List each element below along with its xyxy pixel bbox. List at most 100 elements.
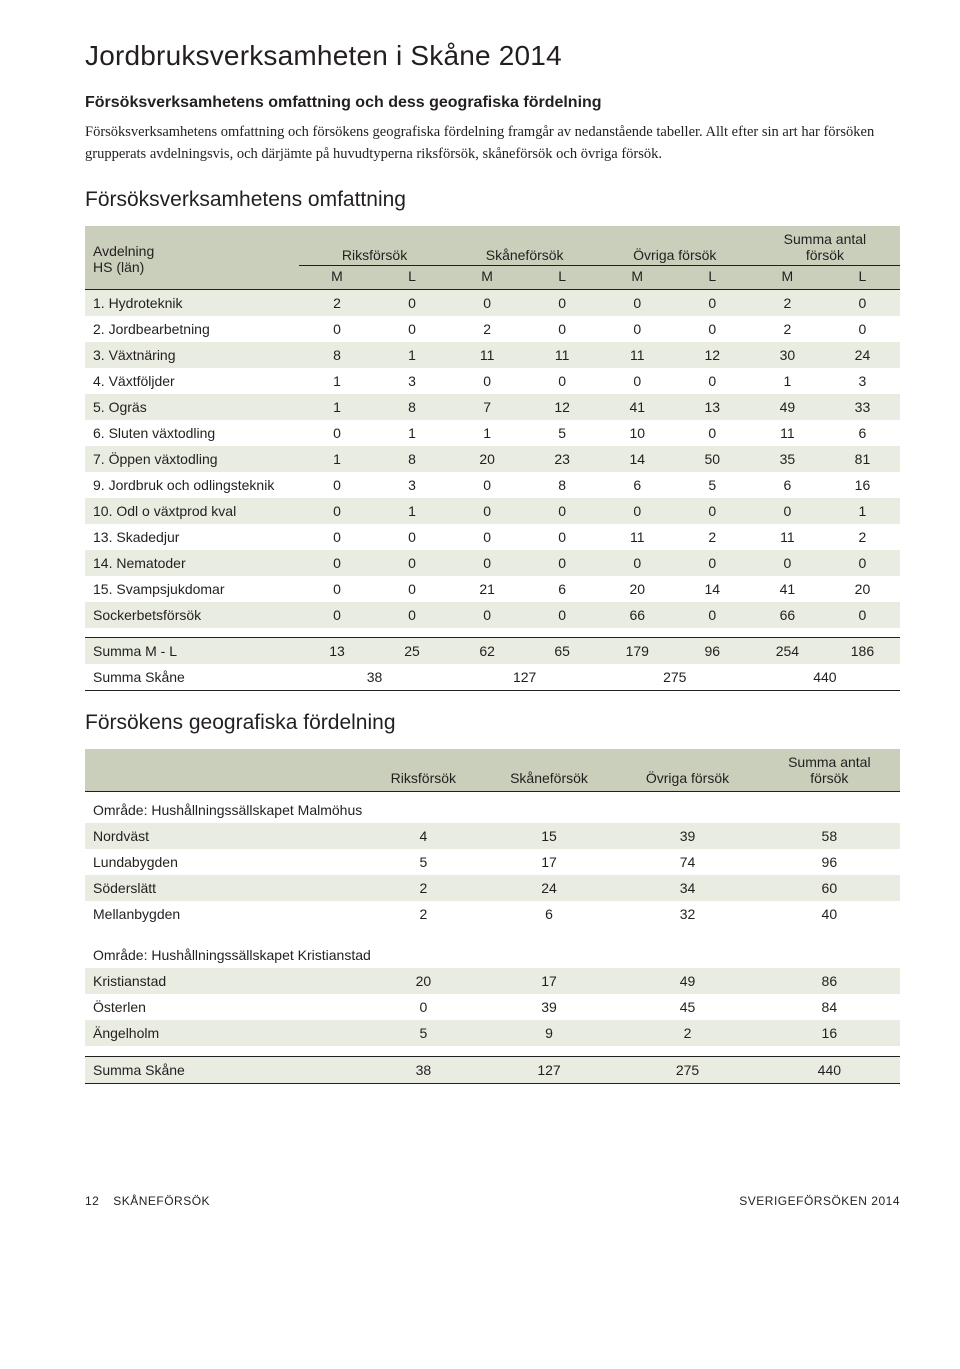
col-sub: M: [450, 265, 525, 289]
cell-value: 0: [299, 602, 374, 628]
cell-value: 11: [600, 524, 675, 550]
cell-value: 179: [600, 638, 675, 665]
summary-row: Summa M - L1325626517996254186: [85, 638, 900, 665]
col-header: Summa antalförsök: [759, 749, 900, 792]
cell-value: 1: [750, 368, 825, 394]
cell-value: 0: [375, 316, 450, 342]
cell-value: 10: [600, 420, 675, 446]
cell-value: 127: [450, 664, 600, 691]
cell-value: 0: [675, 602, 750, 628]
cell-value: 86: [759, 968, 900, 994]
cell-value: 7: [450, 394, 525, 420]
cell-value: 0: [299, 498, 374, 524]
col-sub: L: [825, 265, 900, 289]
table-row: Mellanbygden263240: [85, 901, 900, 927]
cell-value: 0: [375, 576, 450, 602]
cell-value: 0: [825, 550, 900, 576]
table-row: 7. Öppen växtodling18202314503581: [85, 446, 900, 472]
cell-value: 2: [750, 316, 825, 342]
col-header: Övriga försök: [616, 749, 758, 792]
footer-right: SVERIGEFÖRSÖKEN 2014: [739, 1194, 900, 1208]
summary-label: Summa Skåne: [85, 664, 299, 691]
cell-value: 3: [375, 368, 450, 394]
cell-value: 1: [375, 498, 450, 524]
cell-value: 5: [365, 849, 482, 875]
cell-value: 24: [825, 342, 900, 368]
cell-value: 6: [482, 901, 617, 927]
page-number: 12: [85, 1194, 99, 1208]
cell-value: 39: [616, 823, 758, 849]
cell-value: 0: [450, 550, 525, 576]
cell-value: 254: [750, 638, 825, 665]
cell-value: 0: [450, 524, 525, 550]
table-omfattning: Avdelning HS (län) Riksförsök Skåneförsö…: [85, 226, 900, 692]
cell-value: 440: [750, 664, 900, 691]
table-row: Sockerbetsförsök0000660660: [85, 602, 900, 628]
col-group-ovriga: Övriga försök: [600, 226, 750, 266]
cell-value: 0: [600, 498, 675, 524]
col-header: Riksförsök: [365, 749, 482, 792]
table-row: 10. Odl o växtprod kval01000001: [85, 498, 900, 524]
table-row: 9. Jordbruk och odlingsteknik030865616: [85, 472, 900, 498]
cell-value: 60: [759, 875, 900, 901]
cell-value: 0: [299, 524, 374, 550]
subtitle: Försöksverksamhetens omfattning och dess…: [85, 94, 900, 112]
cell-value: 6: [825, 420, 900, 446]
cell-value: 0: [525, 602, 600, 628]
row-label: Sockerbetsförsök: [85, 602, 299, 628]
row-label: 1. Hydroteknik: [85, 289, 299, 316]
cell-value: 13: [299, 638, 374, 665]
cell-value: 38: [299, 664, 449, 691]
cell-value: 2: [675, 524, 750, 550]
section2-title: Försökens geografiska fördelning: [85, 711, 900, 735]
cell-value: 0: [525, 524, 600, 550]
cell-value: 0: [299, 472, 374, 498]
page-footer: 12 SKÅNEFÖRSÖK SVERIGEFÖRSÖKEN 2014: [85, 1194, 900, 1208]
cell-value: 20: [825, 576, 900, 602]
summary-label: Summa Skåne: [85, 1056, 365, 1083]
row-label: 15. Svampsjukdomar: [85, 576, 299, 602]
cell-value: 0: [675, 289, 750, 316]
cell-value: 5: [675, 472, 750, 498]
cell-value: 0: [450, 289, 525, 316]
cell-value: 127: [482, 1056, 617, 1083]
cell-value: 45: [616, 994, 758, 1020]
cell-value: 0: [525, 316, 600, 342]
col-header-hs: HS (län): [93, 259, 144, 275]
intro-paragraph: Försöksverksamhetens omfattning och förs…: [85, 122, 895, 166]
row-label: 9. Jordbruk och odlingsteknik: [85, 472, 299, 498]
cell-value: 84: [759, 994, 900, 1020]
cell-value: 1: [299, 368, 374, 394]
col-group-riks: Riksförsök: [299, 226, 449, 266]
cell-value: 50: [675, 446, 750, 472]
col-header-avdelning: Avdelning: [93, 243, 154, 259]
cell-value: 25: [375, 638, 450, 665]
cell-value: 81: [825, 446, 900, 472]
cell-value: 11: [525, 342, 600, 368]
row-label: 7. Öppen växtodling: [85, 446, 299, 472]
cell-value: 15: [482, 823, 617, 849]
cell-value: 8: [299, 342, 374, 368]
col-group-skane: Skåneförsök: [450, 226, 600, 266]
cell-value: 8: [525, 472, 600, 498]
cell-value: 20: [600, 576, 675, 602]
cell-value: 58: [759, 823, 900, 849]
cell-value: 14: [600, 446, 675, 472]
cell-value: 0: [675, 550, 750, 576]
cell-value: 17: [482, 849, 617, 875]
cell-value: 96: [759, 849, 900, 875]
cell-value: 66: [600, 602, 675, 628]
table-row: Ängelholm59216: [85, 1020, 900, 1046]
table-row: Kristianstad20174986: [85, 968, 900, 994]
row-label: Mellanbygden: [85, 901, 365, 927]
cell-value: 49: [750, 394, 825, 420]
cell-value: 0: [525, 368, 600, 394]
row-label: Kristianstad: [85, 968, 365, 994]
cell-value: 49: [616, 968, 758, 994]
cell-value: 0: [525, 289, 600, 316]
cell-value: 1: [299, 446, 374, 472]
cell-value: 0: [375, 602, 450, 628]
table-row: 15. Svampsjukdomar0021620144120: [85, 576, 900, 602]
cell-value: 74: [616, 849, 758, 875]
row-label: 13. Skadedjur: [85, 524, 299, 550]
